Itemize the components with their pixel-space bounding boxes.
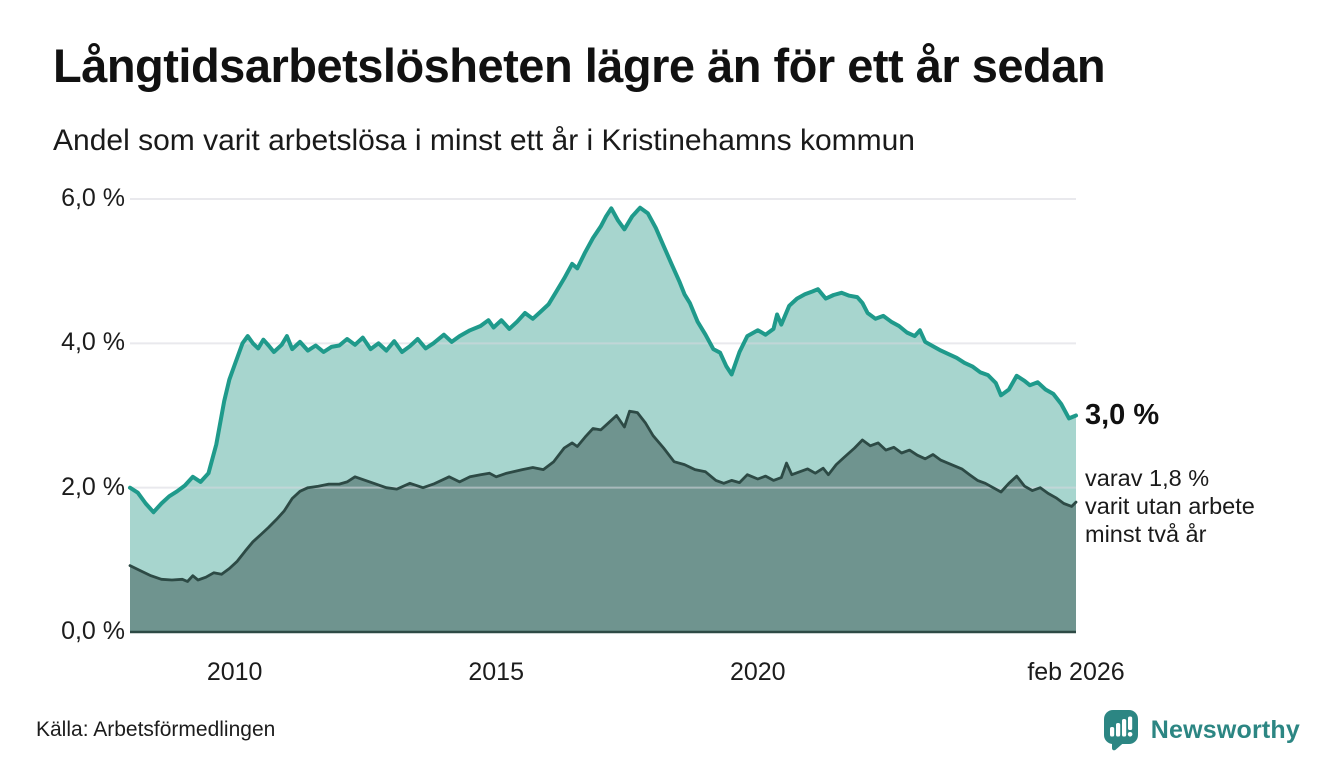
source-note: Källa: Arbetsförmedlingen: [36, 718, 276, 741]
gridlines: [130, 198, 1076, 489]
series-min-one-year-line: [128, 205, 1078, 515]
chart-subtitle: Andel som varit arbetslösa i minst ett å…: [53, 124, 915, 157]
newsworthy-speech-bubble-bar-chart-icon: [1103, 710, 1138, 751]
x-axis-tick-label: 2020: [729, 658, 786, 686]
y-axis-tick-label: 0,0 %: [61, 617, 125, 645]
newsworthy-wordmark: Newsworthy: [1150, 715, 1300, 744]
newsworthy-logo: Newsworthy: [1101, 708, 1300, 752]
two-year-detail-annotation: varav 1,8 % varit utan arbete minst två …: [1085, 464, 1255, 548]
y-axis-tick-label: 2,0 %: [61, 472, 125, 501]
series-min-two-years-area: [130, 411, 1076, 632]
annotation-line: varav 1,8 %: [1085, 465, 1210, 491]
chart-title: Långtidsarbetslösheten lägre än för ett …: [53, 39, 1106, 92]
y-axis-tick-label: 6,0 %: [61, 184, 125, 212]
y-axis-tick-label: 4,0 %: [61, 328, 125, 357]
x-axis-tick-label: 2015: [468, 658, 524, 686]
annotation-line: minst två år: [1085, 521, 1207, 547]
series-min-two-years-line: [128, 409, 1078, 583]
x-axis-tick-label: 2010: [206, 658, 263, 686]
annotation-line: varit utan arbete: [1085, 493, 1255, 519]
latest-value-label: 3,0 %: [1085, 398, 1160, 431]
x-axis-tick-label: feb 2026: [1027, 658, 1125, 686]
